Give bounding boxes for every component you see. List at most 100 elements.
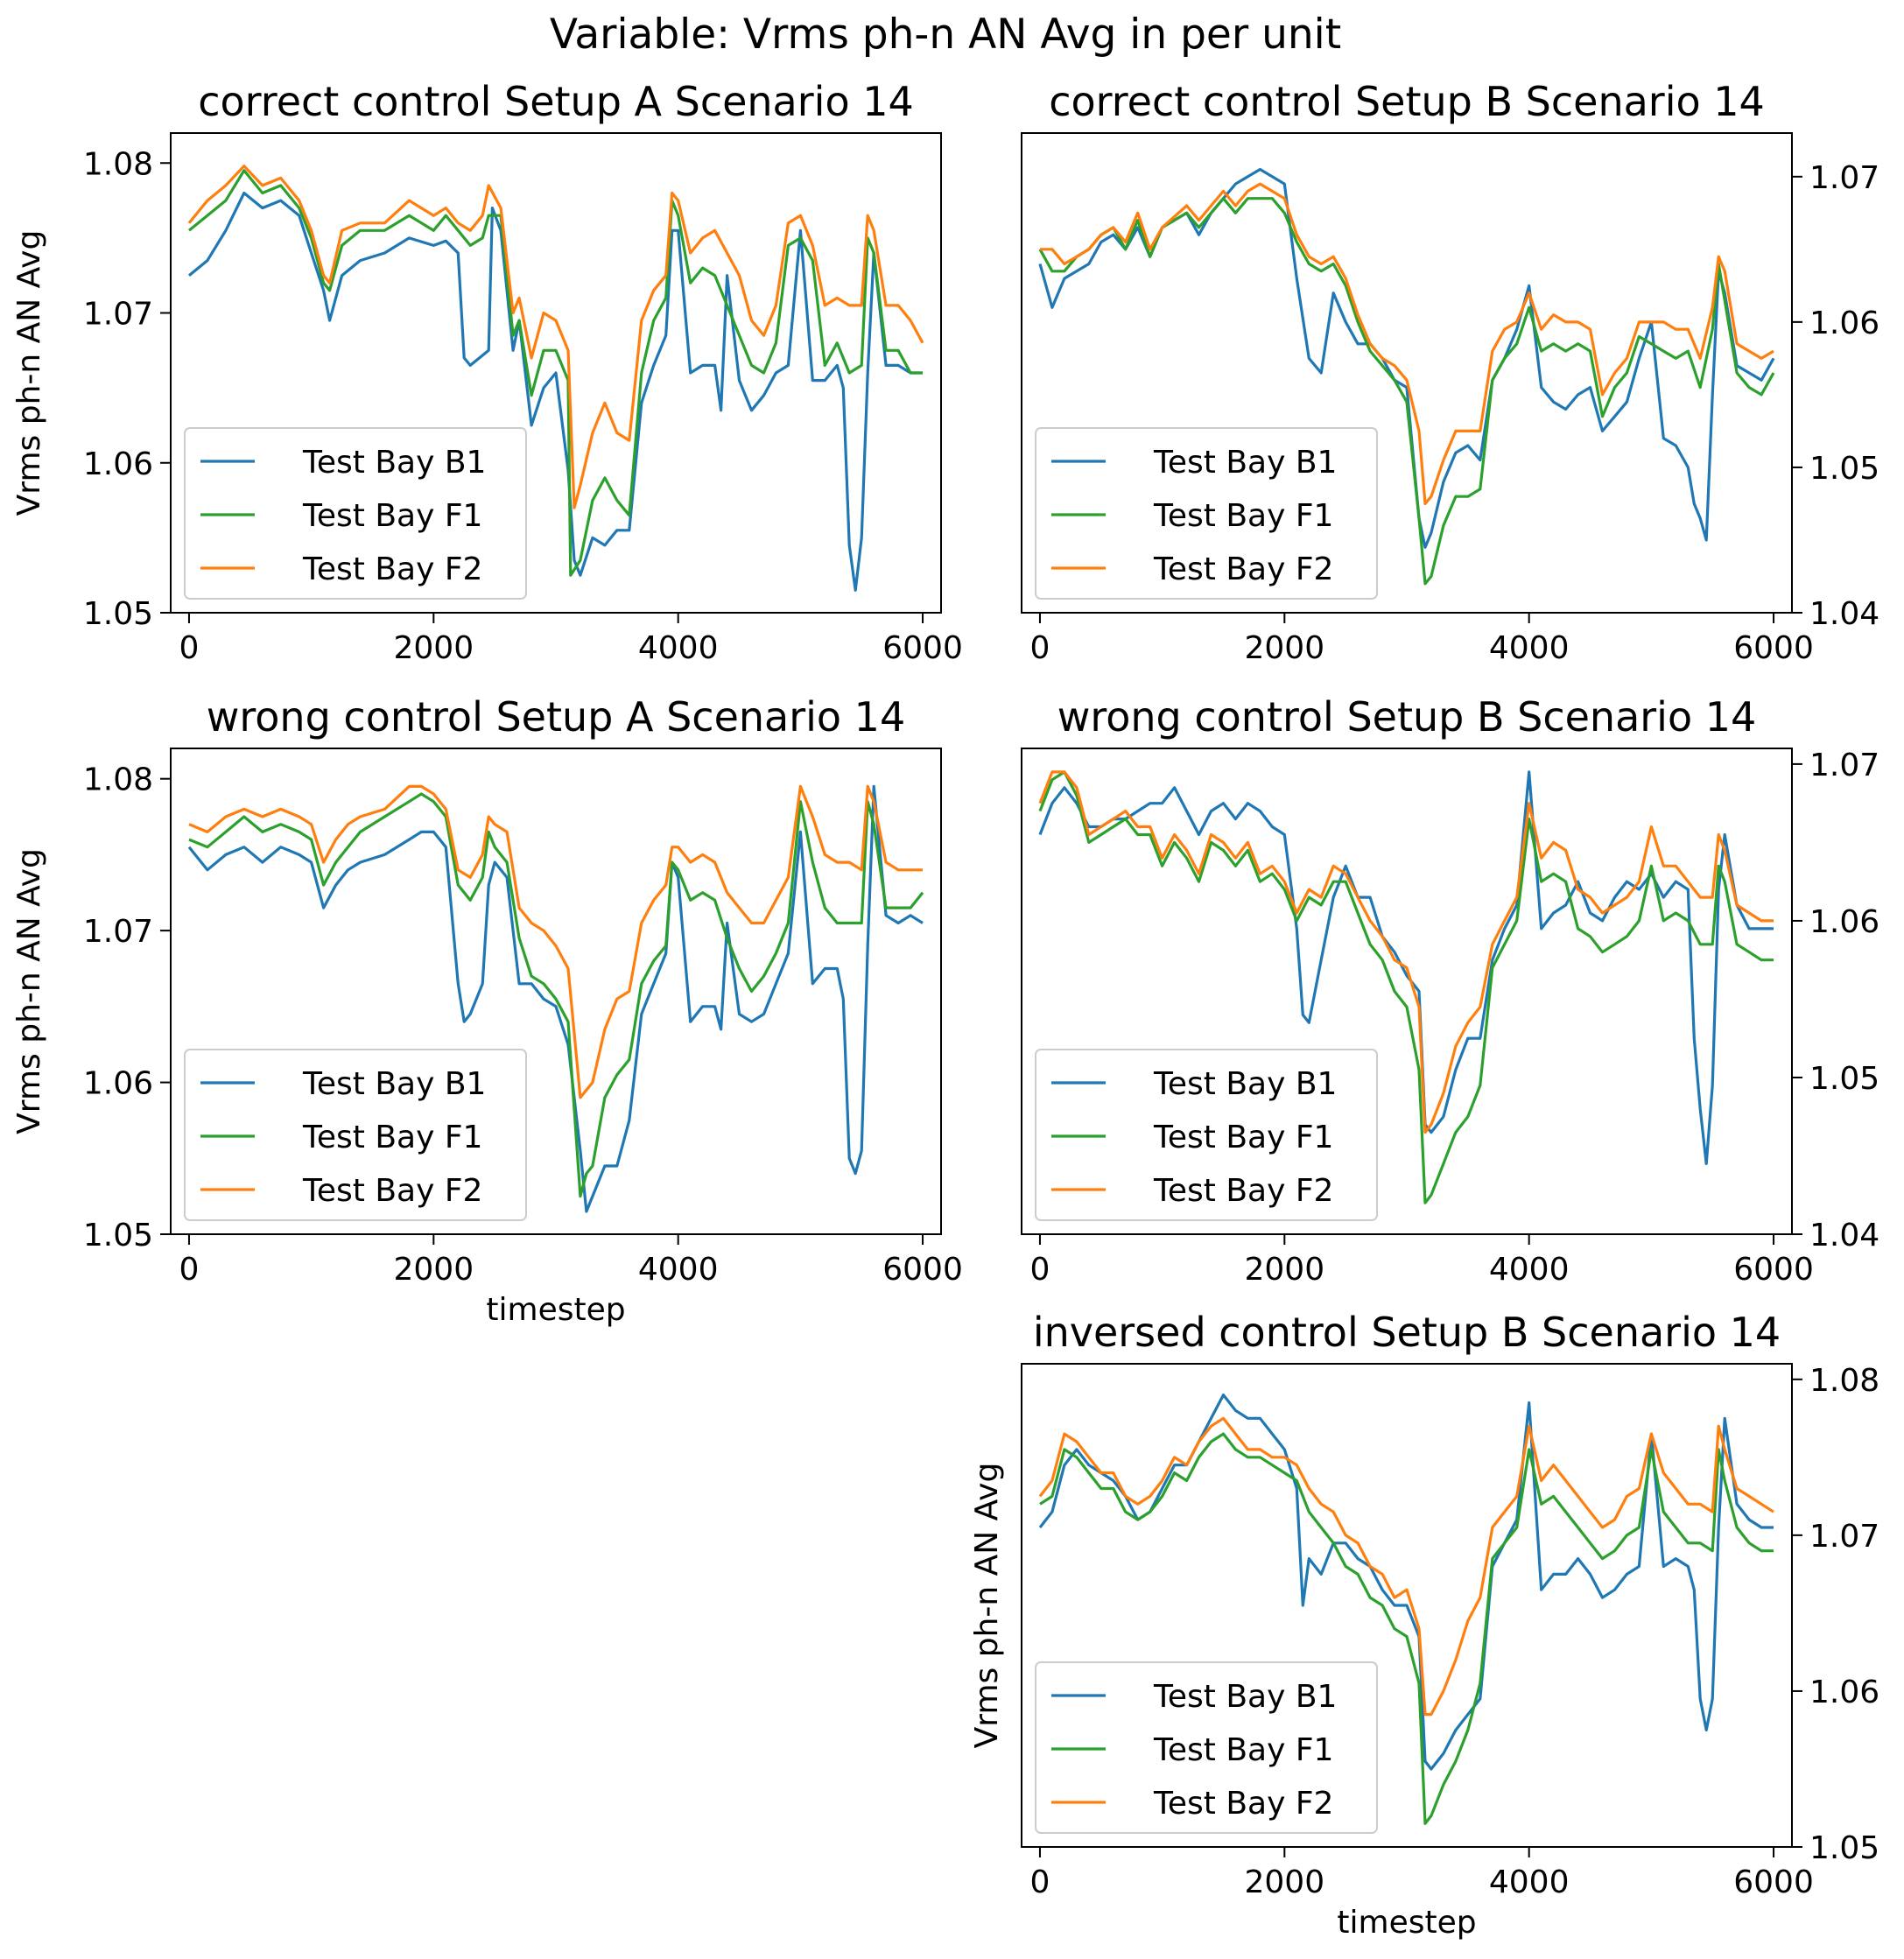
legend-label: Test Bay F2: [1153, 1173, 1333, 1209]
y-axis-label: Vrms ph-n AN Avg: [11, 848, 47, 1134]
panels: correct control Setup A Scenario 14 0 2000…: [11, 78, 1879, 1941]
series-line-test-bay-f1: [1038, 770, 1774, 1204]
y-tick-label: 1.07: [83, 297, 153, 333]
y-tick-label: 1.07: [1809, 160, 1879, 196]
y-tick-label: 1.04: [1809, 596, 1879, 632]
legend-box: [184, 427, 527, 600]
legend-label: Test Bay B1: [302, 1066, 486, 1102]
x-tick-label: 4000: [1489, 630, 1570, 666]
axes-frame: [170, 748, 942, 1235]
axes-frame: [1021, 132, 1793, 614]
series-line-test-bay-f2: [187, 165, 924, 509]
legend: Test Bay B1 Test Bay F1 Test Bay F2: [184, 1049, 527, 1221]
legend-box: [184, 1049, 527, 1221]
subplot-b: correct control Setup B Scenario 14 0 2000…: [1021, 78, 1879, 666]
x-tick-label: 2000: [1245, 1864, 1325, 1900]
series-line-test-bay-f2: [188, 784, 923, 1099]
y-tick-label: 1.05: [1809, 1830, 1879, 1866]
legend-label: Test Bay F1: [302, 1120, 482, 1155]
x-tick-label: 2000: [394, 1252, 474, 1288]
y-tick-label: 1.06: [1809, 904, 1879, 940]
legend-label: Test Bay F2: [1153, 1786, 1333, 1822]
legend-box: [1035, 427, 1378, 600]
legend-label: Test Bay B1: [1153, 1066, 1337, 1102]
y-tick-label: 1.05: [1809, 1061, 1879, 1097]
x-axis-label: timestep: [1337, 1905, 1476, 1941]
legend-label: Test Bay F1: [302, 498, 482, 534]
axes-frame: [1021, 748, 1793, 1235]
legend-label: Test Bay F2: [1153, 551, 1333, 587]
x-tick-label: 0: [179, 1252, 199, 1288]
series-line-test-bay-b1: [187, 191, 923, 592]
legend-label: Test Bay F1: [1153, 498, 1333, 534]
series-line-test-bay-f2: [1038, 1416, 1774, 1717]
subplot-c: wrong control Setup A Scenario 14 0 2000 40…: [11, 693, 963, 1328]
axes-frame: [170, 132, 942, 614]
legend-label: Test Bay F2: [302, 551, 482, 587]
x-tick-label: 6000: [1733, 630, 1814, 666]
series-line-test-bay-b1: [187, 784, 924, 1213]
y-tick-label: 1.06: [83, 446, 153, 482]
x-tick-label: 4000: [1489, 1864, 1570, 1900]
y-tick-label: 1.07: [1809, 1519, 1879, 1555]
axes-frame: [1021, 1363, 1793, 1848]
series-line-test-bay-f1: [188, 792, 924, 1198]
series-line-test-bay-f2: [1038, 770, 1774, 1134]
legend-label: Test Bay B1: [1153, 1679, 1337, 1715]
x-tick-label: 6000: [1733, 1252, 1814, 1288]
x-tick-label: 0: [1029, 630, 1050, 666]
subplot-title: wrong control Setup B Scenario 14: [1057, 693, 1757, 741]
y-tick-label: 1.05: [83, 596, 153, 632]
x-tick-label: 2000: [1245, 630, 1325, 666]
y-axis-label: Vrms ph-n AN Avg: [969, 1463, 1005, 1749]
series-line-test-bay-b1: [1038, 1394, 1774, 1771]
subplot-a: correct control Setup A Scenario 14 0 2000…: [11, 78, 963, 666]
x-tick-label: 0: [1029, 1252, 1050, 1288]
legend-label: Test Bay F2: [302, 1173, 482, 1209]
subplot-d: wrong control Setup B Scenario 14 0 2000 40…: [1021, 693, 1879, 1288]
legend-box: [1035, 1661, 1378, 1834]
subplot-title: inversed control Setup B Scenario 14: [1033, 1309, 1781, 1356]
figure-suptitle: Variable: Vrms ph-n AN Avg in per unit: [550, 11, 1341, 59]
legend-box: [1035, 1049, 1378, 1221]
y-tick-label: 1.07: [83, 914, 153, 950]
legend: Test Bay B1 Test Bay F1 Test Bay F2: [1035, 1661, 1378, 1834]
x-tick-label: 6000: [1733, 1864, 1814, 1900]
x-tick-label: 2000: [394, 630, 474, 666]
x-tick-label: 0: [179, 630, 199, 666]
x-tick-label: 4000: [638, 630, 719, 666]
x-tick-label: 2000: [1245, 1252, 1325, 1288]
legend-label: Test Bay B1: [302, 445, 486, 481]
y-tick-label: 1.08: [1809, 1363, 1879, 1399]
legend: Test Bay B1 Test Bay F1 Test Bay F2: [1035, 1049, 1378, 1221]
x-tick-label: 0: [1029, 1864, 1050, 1900]
subplot-title: correct control Setup A Scenario 14: [198, 78, 914, 125]
series-line-test-bay-f1: [187, 169, 923, 577]
x-tick-label: 6000: [882, 1252, 963, 1288]
y-tick-label: 1.04: [1809, 1218, 1879, 1253]
y-axis-label: Vrms ph-n AN Avg: [11, 230, 47, 516]
x-tick-label: 6000: [882, 630, 963, 666]
legend-label: Test Bay F1: [1153, 1120, 1333, 1155]
x-tick-label: 4000: [638, 1252, 719, 1288]
subplot-title: correct control Setup B Scenario 14: [1049, 78, 1765, 125]
x-axis-label: timestep: [486, 1292, 625, 1328]
subplot-title: wrong control Setup A Scenario 14: [207, 693, 905, 741]
legend-label: Test Bay B1: [1153, 445, 1337, 481]
legend: Test Bay B1 Test Bay F1 Test Bay F2: [1035, 427, 1378, 600]
y-tick-label: 1.08: [83, 146, 153, 182]
series-line-test-bay-f1: [1039, 1432, 1774, 1825]
y-tick-label: 1.07: [1809, 748, 1879, 783]
y-tick-label: 1.06: [1809, 1675, 1879, 1710]
series-line-test-bay-f2: [1040, 182, 1774, 506]
legend-label: Test Bay F1: [1153, 1732, 1333, 1768]
y-tick-label: 1.08: [83, 762, 153, 798]
x-tick-label: 4000: [1489, 1252, 1570, 1288]
y-tick-label: 1.06: [1809, 305, 1879, 341]
y-tick-label: 1.06: [83, 1066, 153, 1102]
subplot-e: inversed control Setup B Scenario 14 0 200…: [969, 1309, 1879, 1941]
legend: Test Bay B1 Test Bay F1 Test Bay F2: [184, 427, 527, 600]
y-tick-label: 1.05: [1809, 451, 1879, 487]
